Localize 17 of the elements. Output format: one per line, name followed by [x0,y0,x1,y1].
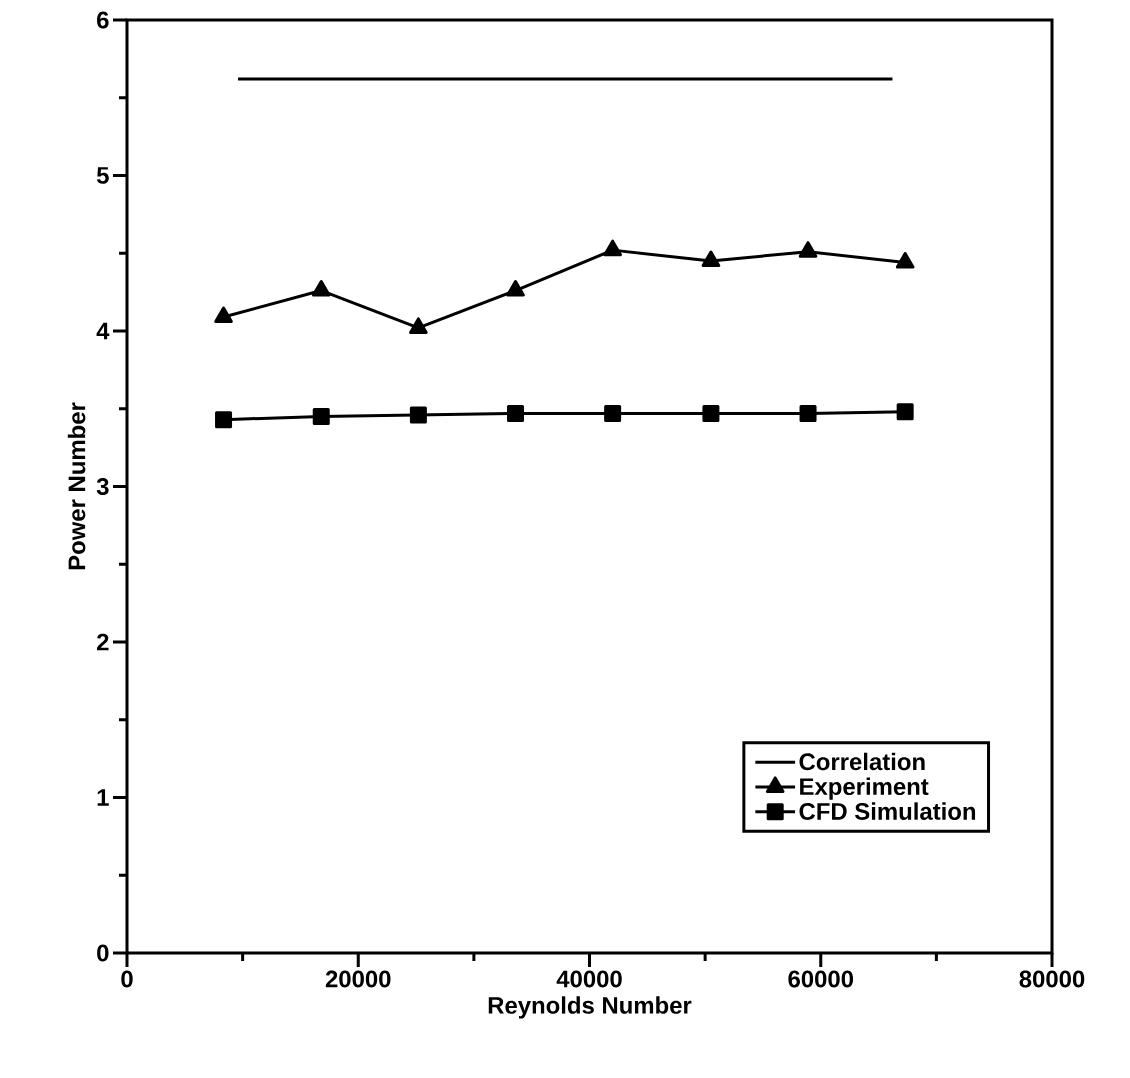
y-tick-label: 6 [97,11,109,29]
x-tick-label: 40000 [556,970,622,988]
y-tick-label: 2 [97,633,109,651]
legend-label: Experiment [800,777,929,800]
y-tick-label: 3 [96,478,109,495]
legend-label: Correlation [799,752,925,771]
legend-label: CFD Simulation [799,802,976,820]
y-tick-label: 4 [96,322,110,340]
x-tick-label: 80000 [1019,970,1085,988]
y-axis-title: Power Number [67,402,86,570]
y-tick-label: 5 [96,167,109,184]
x-axis-title: Reynolds Number [488,996,692,1019]
y-tick-label: 1 [97,789,109,806]
x-tick-label: 0 [121,970,133,988]
x-tick-label: 60000 [788,970,853,988]
y-tick-label: 0 [97,944,109,962]
x-tick-label: 20000 [325,970,391,988]
